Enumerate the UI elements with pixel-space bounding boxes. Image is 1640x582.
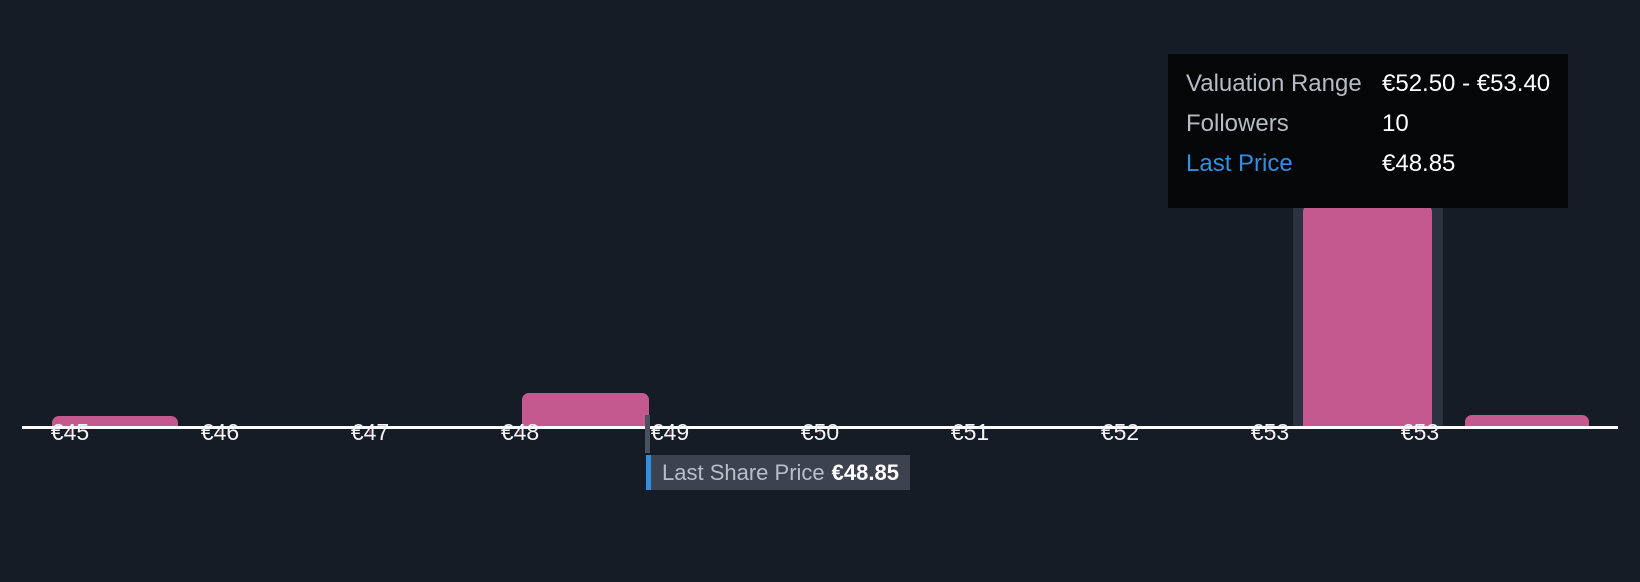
tooltip-value: 10 bbox=[1382, 110, 1409, 137]
tooltip-key: Followers bbox=[1186, 110, 1289, 137]
histogram-bar[interactable] bbox=[52, 416, 178, 427]
x-axis-label: €52 bbox=[1100, 419, 1140, 445]
last-share-price-label: Last Share Price €48.85 bbox=[651, 455, 910, 490]
axis-tick bbox=[969, 430, 971, 435]
last-share-price-value: €48.85 bbox=[831, 459, 899, 485]
axis-tick bbox=[519, 430, 521, 435]
tooltip-row-followers: Followers 10 bbox=[1186, 110, 1550, 150]
axis-tick bbox=[219, 430, 221, 435]
last-price-marker-line bbox=[645, 415, 650, 453]
axis-tick bbox=[69, 430, 71, 435]
x-axis-label: €53 bbox=[1250, 419, 1290, 445]
axis-tick bbox=[819, 430, 821, 435]
x-axis-label: €48 bbox=[500, 419, 540, 445]
axis-tick bbox=[1419, 430, 1421, 435]
x-axis-label: €50 bbox=[800, 419, 840, 445]
tooltip-key: Valuation Range bbox=[1186, 70, 1362, 97]
x-axis-label: €47 bbox=[350, 419, 390, 445]
x-axis-label: €51 bbox=[950, 419, 990, 445]
axis-tick bbox=[1119, 430, 1121, 435]
tooltip-key: Last Price bbox=[1186, 150, 1293, 177]
x-axis-line bbox=[22, 426, 1618, 429]
last-share-price-label-text: Last Share Price bbox=[662, 459, 825, 485]
tooltip-row-valuation-range: Valuation Range €52.50 - €53.40 bbox=[1186, 70, 1550, 110]
x-axis-label: €49 bbox=[650, 419, 690, 445]
tooltip-value: €52.50 - €53.40 bbox=[1382, 70, 1551, 97]
last-price-marker-handle[interactable] bbox=[646, 455, 651, 490]
axis-tick bbox=[369, 430, 371, 435]
tooltip-row-last-price: Last Price €48.85 bbox=[1186, 150, 1550, 190]
tooltip-value: €48.85 bbox=[1382, 150, 1456, 177]
x-axis-label: €46 bbox=[200, 419, 240, 445]
histogram-bar-highlighted[interactable] bbox=[1303, 205, 1432, 427]
x-axis-label: €53 bbox=[1400, 419, 1440, 445]
valuation-tooltip: Valuation Range €52.50 - €53.40 Follower… bbox=[1168, 54, 1568, 208]
histogram-bar[interactable] bbox=[1465, 415, 1589, 427]
x-axis-label: €45 bbox=[50, 419, 90, 445]
axis-tick bbox=[1269, 430, 1271, 435]
axis-tick bbox=[669, 430, 671, 435]
histogram-bar[interactable] bbox=[522, 393, 649, 427]
